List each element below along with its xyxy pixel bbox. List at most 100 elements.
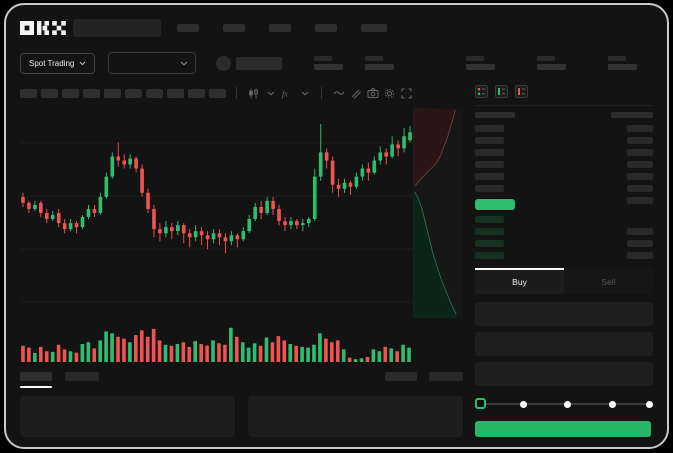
toolbar-divider — [321, 87, 322, 99]
timeframe-button[interactable] — [209, 88, 226, 98]
last-price-badge[interactable] — [475, 198, 515, 211]
ask-price-row[interactable] — [475, 125, 504, 133]
orders-table-panel[interactable] — [20, 396, 235, 437]
ask-price-row[interactable] — [475, 149, 504, 156]
volume-spacer — [412, 322, 463, 362]
volume-bars-chart — [21, 327, 411, 362]
orders-action-button[interactable] — [429, 372, 463, 381]
ticker-stat — [365, 56, 395, 70]
orders-table-panel[interactable] — [248, 396, 463, 437]
bid-price-row[interactable] — [475, 228, 504, 236]
market-header-bar: Spot Trading — [20, 50, 653, 76]
svg-text:fx: fx — [282, 89, 288, 98]
book-combined-view-icon[interactable] — [475, 84, 488, 98]
top-navigation-bar — [20, 15, 653, 41]
ask-amount-row[interactable] — [627, 173, 653, 181]
price-column-header — [475, 112, 515, 119]
chart-toolbar: fx — [20, 84, 463, 102]
nav-item[interactable] — [269, 24, 291, 32]
ticker-stat — [314, 56, 344, 70]
amount-column-header — [611, 112, 653, 119]
ask-amount-row[interactable] — [627, 161, 653, 169]
nav-item[interactable] — [177, 24, 199, 32]
slider-stop-100[interactable] — [646, 400, 653, 408]
okx-logo-icon[interactable] — [20, 20, 66, 37]
buy-submit-button[interactable] — [475, 421, 652, 437]
slider-stop-75[interactable] — [608, 400, 616, 408]
chevron-down-icon — [180, 61, 188, 66]
price-chart-area[interactable] — [20, 108, 463, 318]
timeframe-button[interactable] — [146, 88, 163, 98]
fullscreen-icon[interactable] — [400, 87, 413, 100]
orders-action-button[interactable] — [385, 372, 417, 381]
amount-input[interactable] — [475, 332, 653, 356]
orderbook[interactable] — [475, 112, 653, 264]
timeframe-button[interactable] — [188, 88, 205, 98]
bid-amount-row[interactable] — [627, 227, 653, 235]
slider-handle[interactable] — [475, 398, 486, 409]
slider-stop-25[interactable] — [519, 400, 527, 408]
nav-item[interactable] — [223, 24, 245, 32]
chevron-down-icon[interactable] — [298, 87, 311, 100]
timeframe-button[interactable] — [62, 88, 79, 98]
spot-trading-dropdown[interactable]: Spot Trading — [20, 52, 96, 74]
app-window: Spot Trading — [4, 3, 669, 449]
toolbar-divider — [236, 87, 237, 99]
total-input[interactable] — [475, 362, 653, 386]
camera-icon[interactable] — [366, 87, 379, 100]
amount-percent-slider[interactable] — [475, 398, 653, 410]
trade-sidebar: Buy Sell — [475, 84, 653, 437]
orderbook-amount-column — [611, 112, 653, 264]
trade-side-tabs: Buy Sell — [475, 268, 653, 294]
ask-amount-row[interactable] — [627, 149, 653, 157]
orders-tab-active[interactable] — [20, 372, 52, 388]
candle-style-icon[interactable] — [247, 87, 260, 100]
depth-overlay-chart — [413, 108, 463, 318]
line-tool-icon[interactable] — [332, 87, 345, 100]
timeframe-button[interactable] — [167, 88, 184, 98]
search-input[interactable] — [73, 19, 161, 37]
book-asks-view-icon[interactable] — [515, 84, 528, 98]
pair-selector-dropdown[interactable] — [108, 52, 197, 74]
orders-tables — [20, 396, 463, 437]
bid-price-row[interactable] — [475, 216, 504, 224]
orderbook-divider — [475, 105, 653, 106]
orders-tab[interactable] — [65, 372, 99, 381]
order-form — [475, 302, 653, 386]
tab-sell[interactable]: Sell — [564, 268, 653, 294]
tab-buy[interactable]: Buy — [475, 268, 564, 294]
spot-trading-label: Spot Trading — [29, 58, 75, 68]
ticker-stat — [466, 56, 496, 70]
bid-price-row[interactable] — [475, 251, 504, 259]
timeframe-button[interactable] — [125, 88, 142, 98]
timeframe-button[interactable] — [83, 88, 100, 98]
book-bids-view-icon[interactable] — [495, 84, 508, 98]
timeframe-button[interactable] — [20, 88, 37, 98]
ask-price-row[interactable] — [475, 172, 504, 180]
candlestick-chart[interactable] — [20, 108, 413, 318]
bid-amount-row[interactable] — [627, 251, 653, 259]
nav-item[interactable] — [361, 24, 387, 32]
ask-price-row[interactable] — [475, 160, 504, 168]
draw-tool-icon[interactable] — [349, 87, 362, 100]
ask-amount-row[interactable] — [627, 185, 653, 193]
ask-price-row[interactable] — [475, 137, 504, 144]
ask-amount-row[interactable] — [627, 137, 653, 145]
orderbook-price-column — [475, 112, 515, 264]
settings-gear-icon[interactable] — [383, 87, 396, 100]
ticker-stat — [608, 56, 638, 70]
nav-item[interactable] — [315, 24, 337, 32]
pair-name-skeleton — [236, 56, 283, 70]
ask-price-row[interactable] — [475, 184, 504, 192]
ask-amount-row[interactable] — [627, 125, 653, 133]
price-input[interactable] — [475, 302, 653, 326]
slider-stop-50[interactable] — [564, 400, 571, 408]
indicators-icon[interactable]: fx — [281, 87, 294, 100]
timeframe-button[interactable] — [41, 88, 58, 98]
bid-price-row[interactable] — [475, 240, 504, 247]
bid-amount-row[interactable] — [627, 239, 653, 247]
timeframe-button[interactable] — [104, 88, 121, 98]
ask-amount-row[interactable] — [627, 197, 653, 205]
ticker-stats-group-1 — [314, 56, 395, 70]
chevron-down-icon[interactable] — [264, 87, 277, 100]
